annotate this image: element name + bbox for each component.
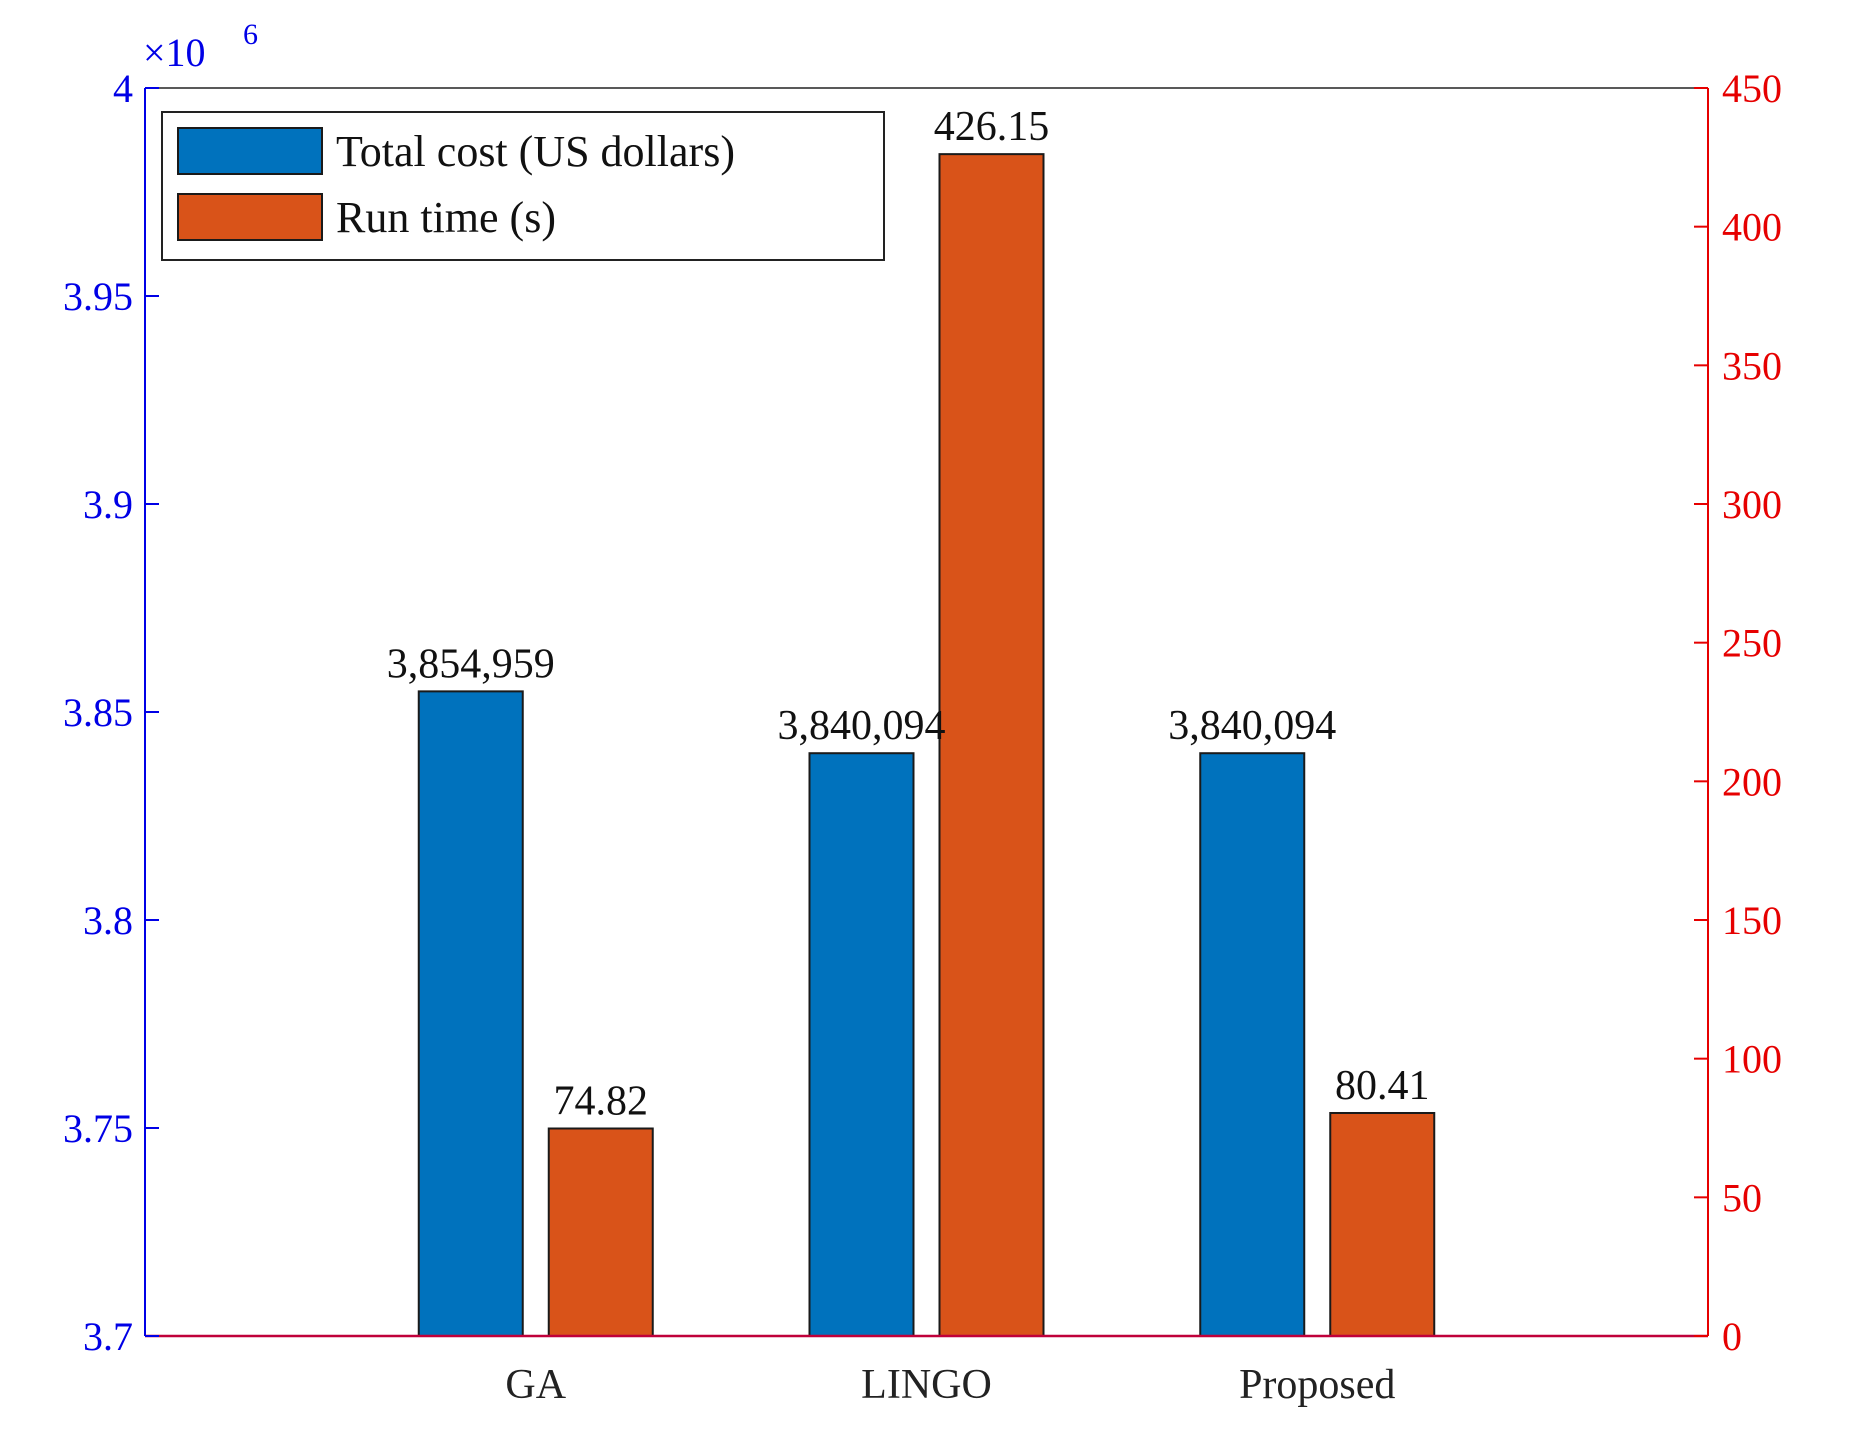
- left-tick-label: 3.9: [83, 482, 133, 527]
- right-tick-label: 350: [1722, 343, 1782, 388]
- right-tick-label: 450: [1722, 66, 1782, 111]
- left-axis-ticks: 3.7 3.75 3.8 3.85 3.9 3.95 4: [63, 66, 159, 1359]
- cost-bar-proposed: [1199, 752, 1306, 1337]
- legend: Total cost (US dollars) Run time (s): [161, 111, 885, 261]
- legend-label-cost: Total cost (US dollars): [336, 127, 735, 176]
- category-labels: GA LINGO Proposed: [505, 1362, 1395, 1408]
- legend-label-runtime: Run time (s): [336, 193, 556, 242]
- cost-label-lingo: 3,840,094: [778, 703, 946, 749]
- right-tick-label: 300: [1722, 482, 1782, 527]
- left-tick-label: 3.8: [83, 898, 133, 943]
- runtime-bar-proposed: [1329, 1111, 1436, 1337]
- left-tick-label: 4: [113, 66, 133, 111]
- runtime-label-ga: 74.82: [554, 1078, 649, 1124]
- cost-bar-ga: [417, 690, 524, 1337]
- runtime-label-proposed: 80.41: [1335, 1063, 1430, 1109]
- legend-swatch-runtime: [177, 193, 323, 241]
- right-tick-label: 50: [1722, 1175, 1762, 1220]
- cost-label-proposed: 3,840,094: [1168, 703, 1336, 749]
- exponent-power: 6: [243, 18, 258, 51]
- right-tick-label: 150: [1722, 898, 1782, 943]
- runtime-label-lingo: 426.15: [934, 104, 1050, 150]
- cost-label-ga: 3,854,959: [387, 641, 555, 687]
- left-tick-label: 3.85: [63, 690, 133, 735]
- right-tick-label: 250: [1722, 621, 1782, 666]
- right-tick-label: 200: [1722, 759, 1782, 804]
- data-labels: 3,854,959 74.82 3,840,094 426.15 3,840,094 80…: [387, 104, 1430, 1124]
- exponent-base: ×10: [143, 30, 206, 75]
- right-tick-label: 400: [1722, 205, 1782, 250]
- left-tick-label: 3.95: [63, 274, 133, 319]
- category-label-proposed: Proposed: [1239, 1362, 1395, 1408]
- left-tick-label: 3.7: [83, 1314, 133, 1359]
- left-tick-label: 3.75: [63, 1106, 133, 1151]
- right-axis-ticks: 0 50 100 150 200 250 300 350 400 450: [1694, 66, 1782, 1359]
- left-axis-exponent: ×10 6: [143, 18, 258, 75]
- runtime-bar-lingo: [938, 153, 1045, 1337]
- bars: [417, 153, 1436, 1337]
- right-tick-label: 0: [1722, 1314, 1742, 1359]
- cost-bar-lingo: [808, 752, 915, 1337]
- category-label-ga: GA: [505, 1362, 566, 1408]
- category-label-lingo: LINGO: [861, 1362, 992, 1408]
- right-tick-label: 100: [1722, 1037, 1782, 1082]
- legend-swatch-cost: [177, 127, 323, 175]
- runtime-bar-ga: [547, 1127, 654, 1337]
